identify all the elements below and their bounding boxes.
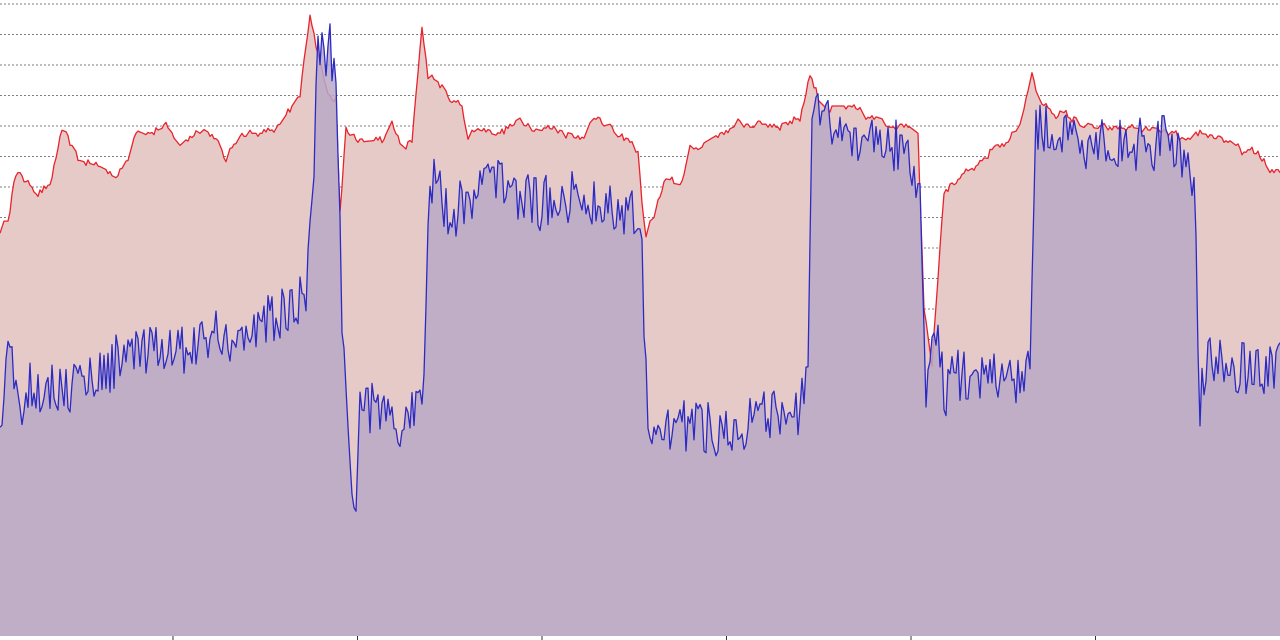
x-axis	[172, 636, 1096, 640]
series-b-area	[0, 23, 1280, 636]
series-b-line	[0, 23, 1280, 512]
series-a-line	[0, 14, 1280, 368]
series-areas	[0, 14, 1280, 637]
